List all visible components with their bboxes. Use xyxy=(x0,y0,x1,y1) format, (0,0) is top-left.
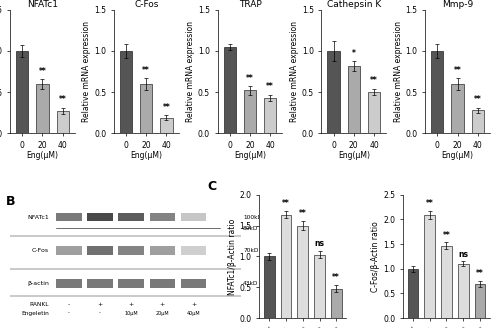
Text: ns: ns xyxy=(458,250,468,259)
Text: -: - xyxy=(68,302,70,307)
Text: **: ** xyxy=(442,231,450,240)
Bar xyxy=(348,66,360,133)
X-axis label: Eng(μM): Eng(μM) xyxy=(338,151,370,160)
Text: **: ** xyxy=(246,74,254,83)
Bar xyxy=(244,91,256,133)
Bar xyxy=(118,279,144,288)
Text: **: ** xyxy=(162,103,170,112)
Text: **: ** xyxy=(454,66,462,75)
Text: 80kD: 80kD xyxy=(243,226,258,231)
Text: ns: ns xyxy=(314,239,324,248)
Bar xyxy=(441,246,452,318)
Bar xyxy=(458,264,468,318)
Title: Cathepsin K: Cathepsin K xyxy=(326,0,381,9)
Text: 100kD: 100kD xyxy=(243,215,262,219)
Text: NFATc1: NFATc1 xyxy=(28,215,49,219)
Bar xyxy=(368,92,380,133)
Text: +: + xyxy=(128,302,134,307)
Bar xyxy=(331,289,342,318)
Bar xyxy=(181,279,206,288)
Bar xyxy=(224,47,236,133)
Text: B: B xyxy=(6,195,15,208)
Y-axis label: Relative mRNA expression: Relative mRNA expression xyxy=(290,21,299,122)
Text: 40μM: 40μM xyxy=(186,311,200,316)
Y-axis label: Relative mRNA expression: Relative mRNA expression xyxy=(82,21,91,122)
Y-axis label: Relative mRNA expression: Relative mRNA expression xyxy=(394,21,402,122)
Bar xyxy=(474,284,486,318)
Bar xyxy=(181,246,206,255)
Title: TRAP: TRAP xyxy=(238,0,262,9)
X-axis label: Eng(μM): Eng(μM) xyxy=(130,151,162,160)
Bar xyxy=(452,84,464,133)
Text: **: ** xyxy=(38,67,46,76)
Text: **: ** xyxy=(282,199,290,208)
Text: **: ** xyxy=(476,269,484,278)
Bar xyxy=(280,215,291,318)
Text: **: ** xyxy=(332,274,340,282)
Text: C: C xyxy=(207,180,216,193)
Text: 20μM: 20μM xyxy=(156,311,169,316)
Bar xyxy=(431,51,444,133)
Text: **: ** xyxy=(426,199,434,208)
Bar xyxy=(264,256,274,318)
Bar xyxy=(408,269,418,318)
Bar xyxy=(160,117,172,133)
Text: **: ** xyxy=(266,82,274,91)
Bar xyxy=(36,84,48,133)
Bar xyxy=(328,51,340,133)
Title: C-Fos: C-Fos xyxy=(134,0,158,9)
Text: **: ** xyxy=(474,95,482,104)
Bar xyxy=(140,84,152,133)
Text: **: ** xyxy=(142,66,150,75)
Text: RANKL: RANKL xyxy=(30,302,49,307)
Bar xyxy=(472,110,484,133)
Bar xyxy=(424,215,435,318)
Title: NFATc1: NFATc1 xyxy=(27,0,58,9)
Y-axis label: NFATc1/β-Actin ratio: NFATc1/β-Actin ratio xyxy=(228,218,236,295)
Bar xyxy=(150,246,175,255)
Y-axis label: Relative mRNA expression: Relative mRNA expression xyxy=(186,21,195,122)
Bar xyxy=(150,279,175,288)
Bar xyxy=(118,246,144,255)
X-axis label: Eng(μM): Eng(μM) xyxy=(234,151,266,160)
Text: Engeletin: Engeletin xyxy=(22,311,49,316)
Bar xyxy=(88,213,112,221)
Bar xyxy=(298,226,308,318)
Bar xyxy=(181,213,206,221)
Bar xyxy=(118,213,144,221)
Bar xyxy=(56,213,82,221)
Bar xyxy=(264,98,276,133)
Text: *: * xyxy=(352,49,356,57)
Text: β-actin: β-actin xyxy=(28,281,49,286)
Bar xyxy=(56,111,69,133)
Title: Mmp-9: Mmp-9 xyxy=(442,0,473,9)
X-axis label: Eng(μM): Eng(μM) xyxy=(26,151,58,160)
Bar xyxy=(16,51,28,133)
Text: **: ** xyxy=(59,95,66,104)
Text: -: - xyxy=(99,311,101,316)
Text: 70kD: 70kD xyxy=(243,248,258,253)
Text: +: + xyxy=(191,302,196,307)
Text: -: - xyxy=(68,311,70,316)
Bar xyxy=(120,51,132,133)
Text: 10μM: 10μM xyxy=(124,311,138,316)
Y-axis label: C-Fos/β-Actin ratio: C-Fos/β-Actin ratio xyxy=(372,221,380,292)
X-axis label: Eng(μM): Eng(μM) xyxy=(442,151,474,160)
Bar xyxy=(56,279,82,288)
Text: C-Fos: C-Fos xyxy=(32,248,49,253)
Bar xyxy=(150,213,175,221)
Bar xyxy=(56,246,82,255)
Text: **: ** xyxy=(370,76,378,86)
Text: +: + xyxy=(98,302,102,307)
Bar xyxy=(88,279,112,288)
Text: 43kD: 43kD xyxy=(243,281,258,286)
Bar xyxy=(88,246,112,255)
Bar xyxy=(314,255,325,318)
Text: +: + xyxy=(160,302,165,307)
Text: **: ** xyxy=(299,209,306,218)
